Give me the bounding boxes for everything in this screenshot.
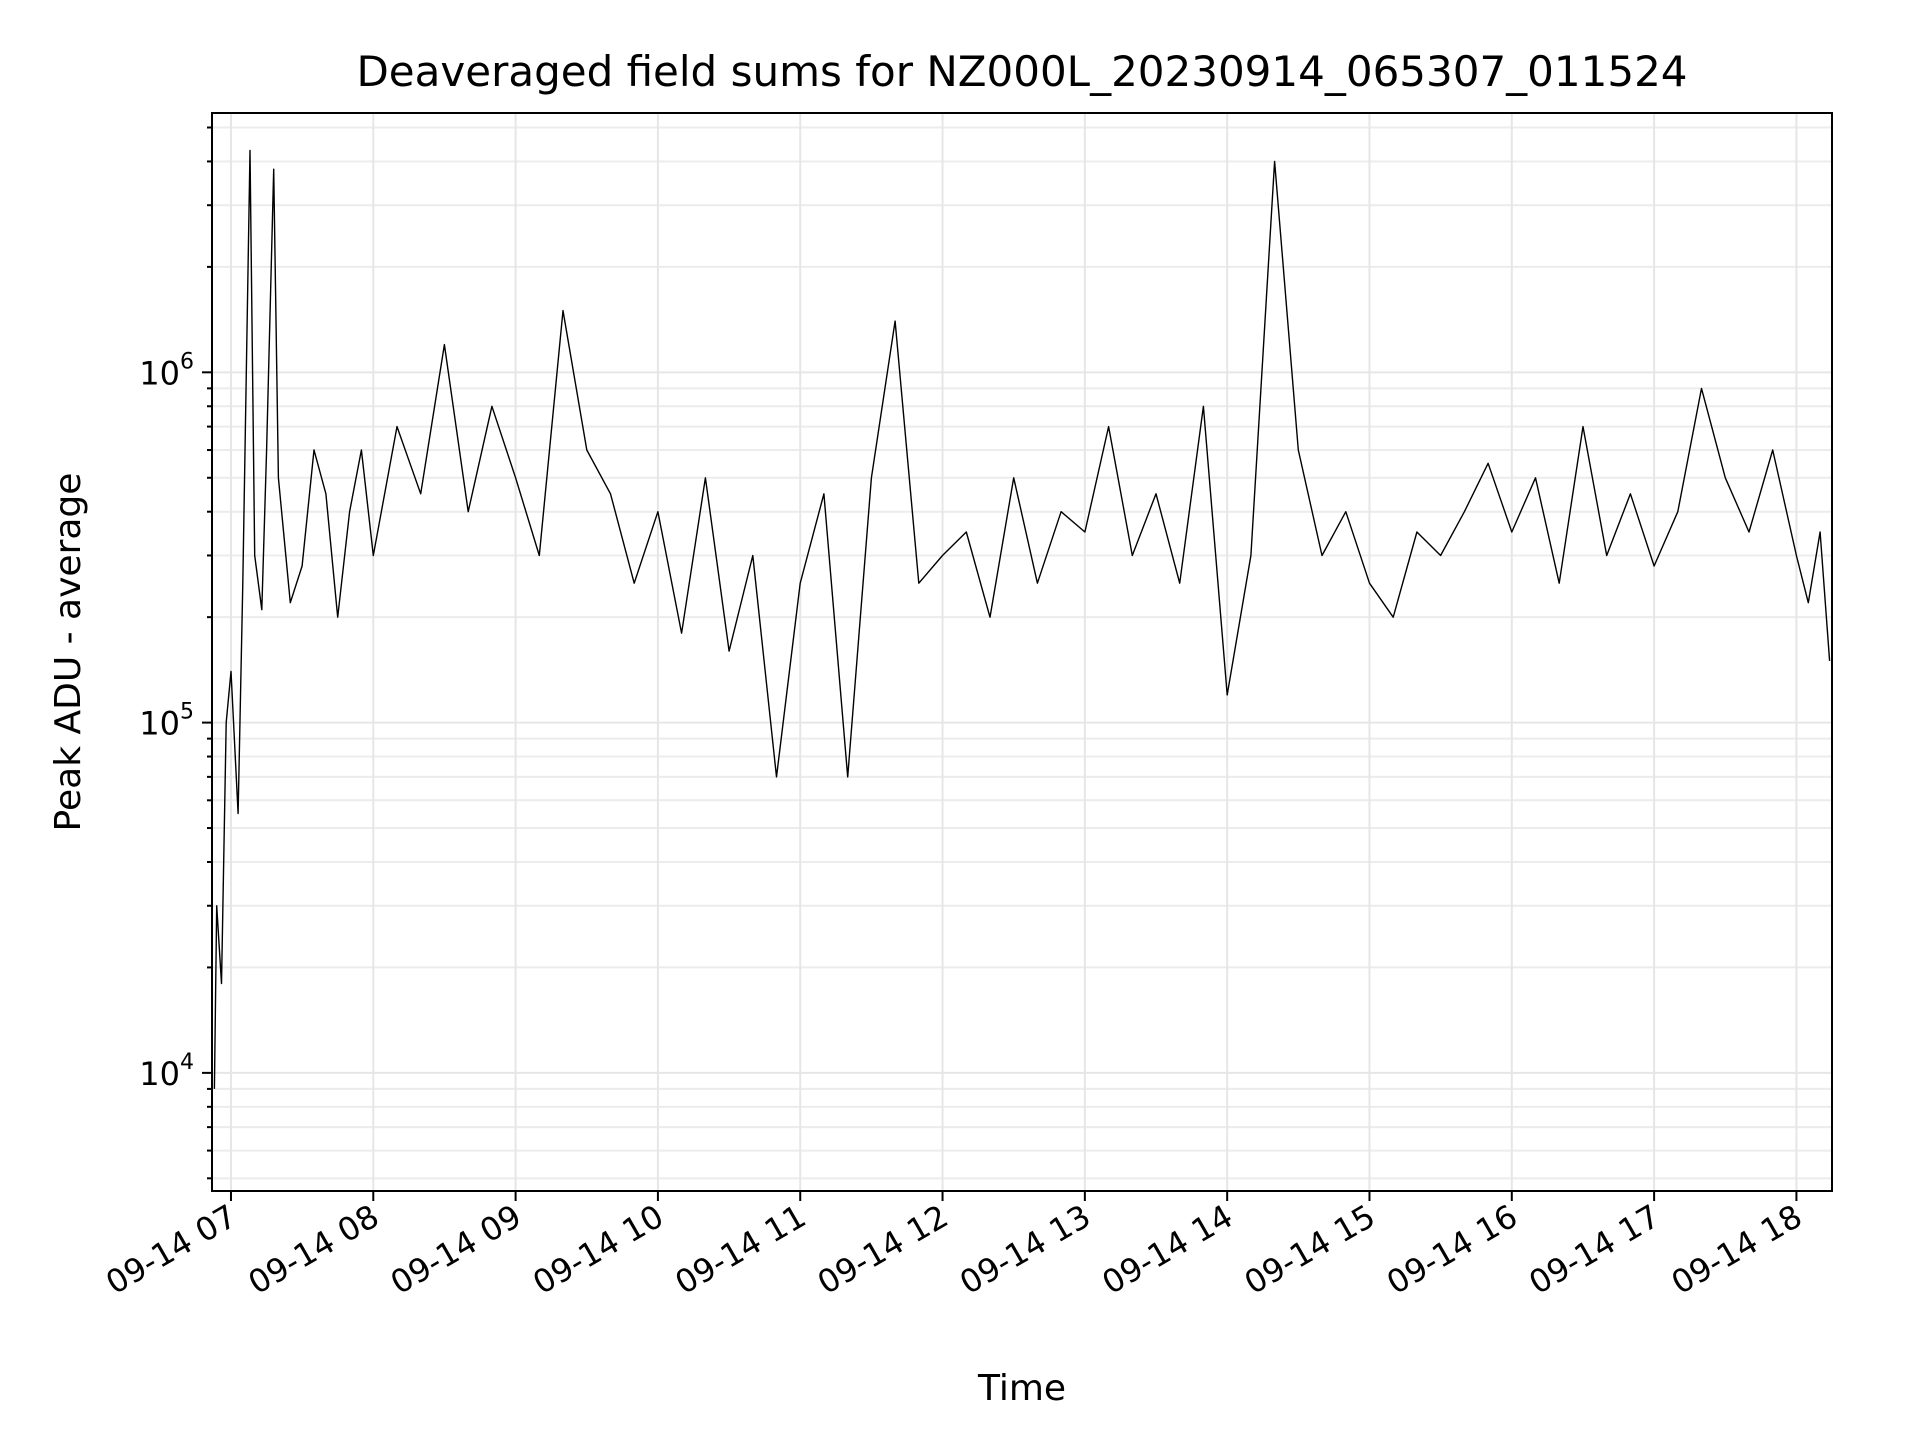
- plot-frame: [211, 112, 1833, 1192]
- x-tick-label: 09-14 16: [1380, 1197, 1524, 1302]
- x-tick-label: 09-14 10: [526, 1197, 670, 1302]
- chart-title: Deaveraged field sums for NZ000L_2023091…: [356, 47, 1687, 96]
- x-tick-label: 09-14 09: [384, 1197, 528, 1302]
- x-tick-label: 09-14 13: [953, 1197, 1097, 1302]
- x-axis-label: Time: [977, 1368, 1066, 1409]
- y-tick-label: 104: [139, 1050, 194, 1093]
- grid-lines: [212, 113, 1832, 1191]
- x-tick-label: 09-14 17: [1523, 1197, 1667, 1302]
- x-tick-label: 09-14 08: [242, 1197, 386, 1302]
- y-tick-label: 105: [139, 700, 194, 743]
- x-tick-label: 09-14 11: [669, 1197, 813, 1302]
- series-layer: [213, 149, 1831, 1089]
- x-tick-label: 09-14 15: [1238, 1197, 1382, 1302]
- x-tick-label: 09-14 18: [1665, 1197, 1809, 1302]
- series-line: [213, 149, 1831, 1089]
- x-tick-label: 09-14 14: [1096, 1197, 1240, 1302]
- x-tick-label: 09-14 07: [99, 1197, 243, 1302]
- y-tick-label: 106: [139, 349, 194, 392]
- x-tick-label: 09-14 12: [811, 1197, 955, 1302]
- y-axis-label: Peak ADU - average: [48, 473, 89, 832]
